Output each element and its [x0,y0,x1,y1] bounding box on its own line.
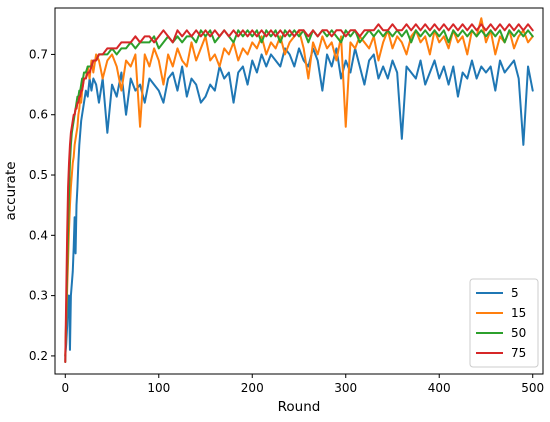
y-tick-label: 0.2 [29,349,48,363]
plot-frame [54,7,544,375]
y-axis-label: accurate [3,161,19,220]
y-tick-label: 0.7 [29,47,48,61]
x-axis-ticks: 0 100 200 300 400 500 [61,374,544,395]
x-tick-label: 400 [428,381,451,395]
x-tick-label: 0 [61,381,69,395]
legend-label-5: 5 [511,286,519,300]
legend-label-50: 50 [511,326,526,340]
y-tick-label: 0.5 [29,168,48,182]
legend-label-15: 15 [511,306,526,320]
x-tick-label: 300 [334,381,357,395]
legend-label-75: 75 [511,346,526,360]
series-layer [64,17,534,363]
y-tick-label: 0.4 [29,228,48,242]
series-line-5 [64,47,534,357]
y-tick-label: 0.3 [29,289,48,303]
x-tick-label: 200 [241,381,264,395]
legend: 5 15 50 75 [469,278,539,368]
y-tick-label: 0.6 [29,108,48,122]
x-tick-label: 500 [521,381,544,395]
legend-frame [469,278,539,368]
series-line-75 [64,23,534,363]
x-tick-label: 100 [147,381,170,395]
legend-items: 5 15 50 75 [476,286,526,360]
series-line-50 [64,29,534,363]
x-axis-label: Round [278,399,321,415]
y-axis-ticks: 0.2 0.3 0.4 0.5 0.6 0.7 [29,47,55,363]
